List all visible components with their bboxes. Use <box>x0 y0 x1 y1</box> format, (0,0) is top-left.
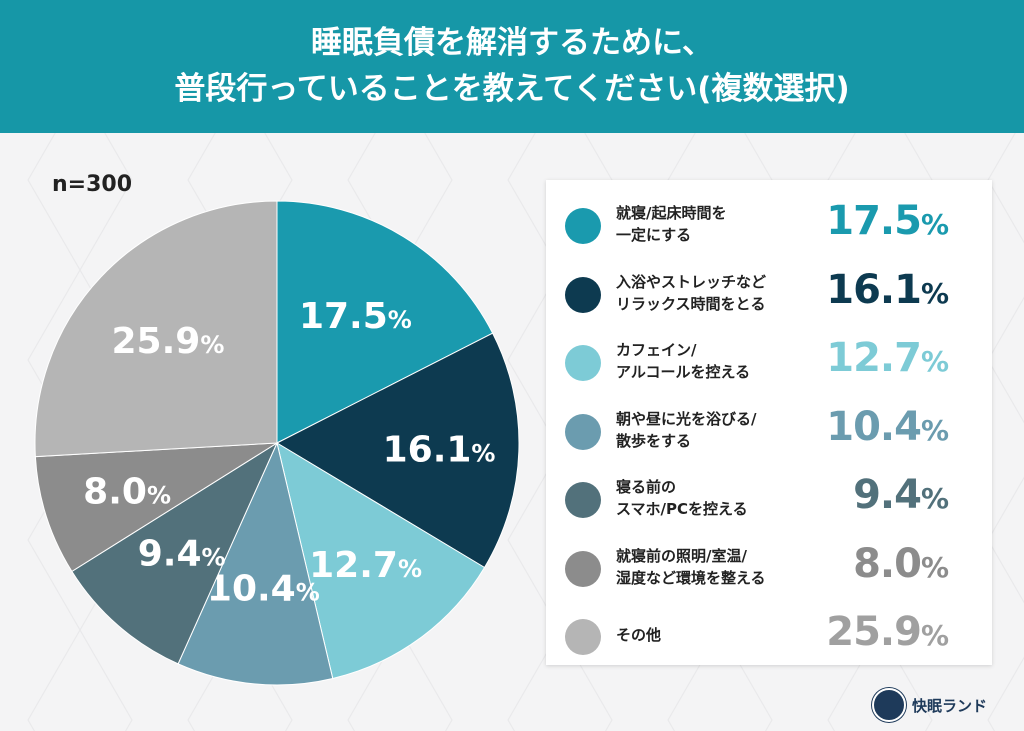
legend-swatch <box>565 619 601 655</box>
legend-label: 入浴やストレッチなど リラックス時間をとる <box>616 272 767 313</box>
pie-slice <box>34 442 278 573</box>
legend-value: 25.9% <box>826 609 949 655</box>
legend: 就寝/起床時間を 一定にする 17.5% 入浴やストレッチなど リラックス時間をとる 16… <box>546 180 992 665</box>
legend-label: その他 <box>616 626 662 644</box>
slice-label: 12.7% <box>309 545 422 586</box>
slice-label: 17.5% <box>299 296 412 337</box>
legend-label: カフェイン/アルコールを控える <box>616 341 751 381</box>
pie-slice <box>276 200 494 444</box>
brand-logo: 快眠ランド <box>872 688 987 722</box>
sample-size: n=300 <box>52 172 133 197</box>
legend-item: 入浴やストレッチなど リラックス時間をとる 16.1% <box>546 263 992 323</box>
pie-slice <box>34 200 278 458</box>
legend-swatch <box>565 345 601 381</box>
title-line-1: 睡眠負債を解消するために、 <box>310 25 714 61</box>
legend-value: 12.7% <box>826 335 949 381</box>
title-line-2: 普段行っていることを教えてください(複数選択) <box>174 71 850 107</box>
title-banner: 睡眠負債を解消するために、 普段行っていることを教えてください(複数選択) <box>0 0 1024 133</box>
legend-item: 寝る前の スマホ/PCを控える 9.4% <box>546 468 992 528</box>
legend-item: 就寝/起床時間を 一定にする 17.5% <box>546 194 992 254</box>
pie-chart: 17.5%16.1%12.7%10.4%9.4%8.0%25.9% <box>34 200 520 686</box>
legend-label: 就寝/起床時間を 一定にする <box>616 204 727 244</box>
pie-slice <box>276 441 486 680</box>
legend-item: その他 25.9% <box>546 605 992 665</box>
legend-swatch <box>565 413 601 450</box>
legend-item: カフェイン/アルコールを控える 12.7% <box>546 331 992 391</box>
legend-swatch <box>565 208 601 244</box>
legend-label: 朝や昼に光を浴びる/散歩をする <box>616 409 757 450</box>
legend-label: 就寝前の照明/室温/湿度など環境を整える <box>616 546 766 587</box>
legend-value: 9.4% <box>853 472 949 518</box>
pie-slice <box>177 441 334 686</box>
legend-swatch <box>565 482 601 518</box>
logo-text: 快眠ランド <box>912 696 988 715</box>
legend-swatch <box>565 276 601 313</box>
legend-value: 10.4% <box>826 403 949 450</box>
legend-item: 朝や昼に光を浴びる/散歩をする 10.4% <box>546 400 992 460</box>
legend-value: 17.5% <box>826 198 949 244</box>
legend-item: 就寝前の照明/室温/湿度など環境を整える 8.0% <box>546 537 992 597</box>
pie-slice <box>71 441 279 665</box>
legend-label: 寝る前の スマホ/PCを控える <box>616 478 748 518</box>
legend-swatch <box>565 550 601 587</box>
logo-icon <box>872 688 906 722</box>
legend-value: 8.0% <box>853 540 949 587</box>
legend-value: 16.1% <box>826 266 949 313</box>
pie-slice <box>275 332 520 569</box>
